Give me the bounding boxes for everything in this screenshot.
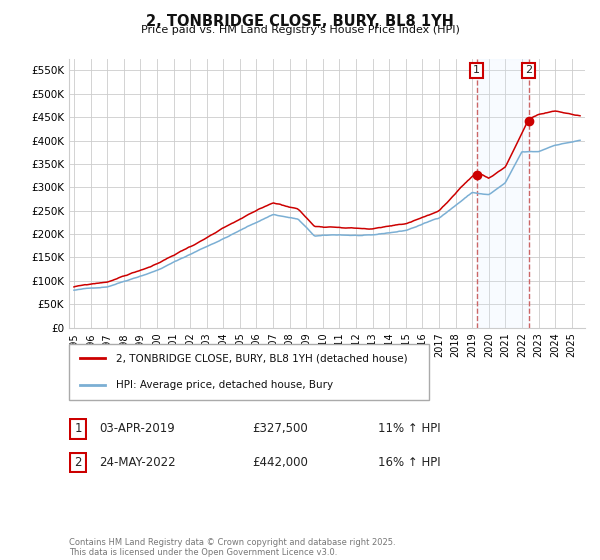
Text: 1: 1 bbox=[74, 422, 82, 436]
Text: 11% ↑ HPI: 11% ↑ HPI bbox=[378, 422, 440, 436]
Text: Contains HM Land Registry data © Crown copyright and database right 2025.
This d: Contains HM Land Registry data © Crown c… bbox=[69, 538, 395, 557]
Text: HPI: Average price, detached house, Bury: HPI: Average price, detached house, Bury bbox=[116, 380, 333, 390]
Text: £442,000: £442,000 bbox=[252, 456, 308, 469]
Text: 2, TONBRIDGE CLOSE, BURY, BL8 1YH: 2, TONBRIDGE CLOSE, BURY, BL8 1YH bbox=[146, 14, 454, 29]
FancyBboxPatch shape bbox=[70, 453, 86, 472]
Text: 24-MAY-2022: 24-MAY-2022 bbox=[99, 456, 176, 469]
FancyBboxPatch shape bbox=[70, 419, 86, 438]
Text: 2, TONBRIDGE CLOSE, BURY, BL8 1YH (detached house): 2, TONBRIDGE CLOSE, BURY, BL8 1YH (detac… bbox=[116, 353, 407, 363]
Text: 2: 2 bbox=[525, 66, 532, 76]
Text: 16% ↑ HPI: 16% ↑ HPI bbox=[378, 456, 440, 469]
FancyBboxPatch shape bbox=[69, 344, 429, 400]
Text: £327,500: £327,500 bbox=[252, 422, 308, 436]
Text: Price paid vs. HM Land Registry's House Price Index (HPI): Price paid vs. HM Land Registry's House … bbox=[140, 25, 460, 35]
Text: 2: 2 bbox=[74, 456, 82, 469]
Bar bbox=[476, 59, 529, 328]
Text: 1: 1 bbox=[473, 66, 480, 76]
Text: 03-APR-2019: 03-APR-2019 bbox=[99, 422, 175, 436]
